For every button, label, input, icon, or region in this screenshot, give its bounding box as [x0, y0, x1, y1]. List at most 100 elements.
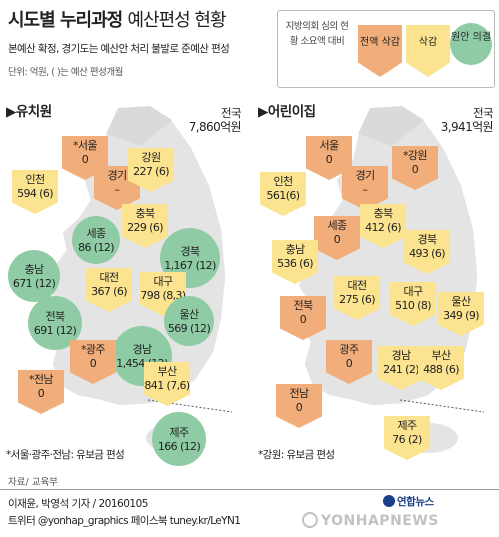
watermark: YONHAPNEWS [302, 512, 439, 529]
region-name: 강원 [141, 151, 161, 164]
region-value: 0 [333, 233, 341, 246]
region-name: *서울 [73, 139, 98, 152]
national-total-value: 3,941억원 [440, 120, 494, 134]
region-value: 798 (8,3) [140, 289, 186, 302]
region-name: 경북 [180, 245, 200, 258]
region-name: 제주 [169, 426, 189, 439]
region-name: 경북 [417, 233, 437, 246]
legend-cut: 삭감 [406, 25, 450, 77]
region-value: 367 (6) [91, 285, 127, 298]
legend-full-cut: 전액 삭감 [358, 25, 402, 77]
region-value: 0 [325, 153, 333, 166]
unit-note: 단위: 억원, ( )는 예산 편성개월 [8, 67, 123, 78]
region-name: 충북 [135, 207, 155, 220]
region-value: 493 (6) [409, 247, 445, 260]
region-name: 제주 [397, 419, 417, 432]
region-name: 경남 [391, 349, 411, 362]
source-note: 자료/ 교육부 [8, 477, 58, 488]
region-value: 412 (6) [365, 221, 401, 234]
region-name: 대구 [403, 285, 423, 298]
footer-divider [0, 489, 499, 490]
region-value: 0 [81, 153, 89, 166]
legend-label: 지방의회 심의 현황 소요액 대비 [285, 21, 349, 47]
watermark-icon [302, 512, 318, 528]
region-name: 경남 [132, 343, 152, 356]
region-value: 229 (6) [127, 221, 163, 234]
region-name: 전북 [45, 310, 65, 323]
region-marker: 세종 86 (12) [72, 216, 120, 264]
title-bold: 시도별 누리과정 [8, 10, 123, 31]
daycare-map: ▶어린이집 전국 3,941억원 서울 0 *강원 0 경기 – 인천 561(6) 충북 412… [252, 100, 499, 468]
region-value: 0 [299, 313, 307, 326]
region-name: 부산 [431, 349, 451, 362]
national-total-kindergarten: 전국 7,860억원 [188, 106, 242, 134]
region-value: 0 [295, 401, 303, 414]
social-links: 트위터 @yonhap_graphics 페이스북 tuney.kr/LeYN1 [8, 515, 241, 527]
region-name: *전남 [29, 373, 54, 386]
region-value: – [362, 183, 369, 196]
national-total-label: 전국 [221, 106, 242, 120]
region-name: *광주 [81, 343, 106, 356]
region-name: 광주 [339, 343, 359, 356]
yonhap-logo-icon [383, 495, 395, 507]
region-name: 대구 [153, 275, 173, 288]
legend-original: 원안 의결 [450, 23, 492, 65]
region-name: 경기 [107, 169, 127, 182]
subtitle: 본예산 확정, 경기도는 예산안 처리 불발로 준예산 편성 [8, 43, 230, 55]
region-value: 691 (12) [33, 324, 77, 337]
section-title-daycare: ▶어린이집 [258, 104, 316, 120]
credit-line: 이재윤, 박영석 기자 / 20160105 [8, 498, 148, 510]
header: 시도별 누리과정 예산편성 현황 본예산 확정, 경기도는 예산안 처리 불발로… [8, 6, 298, 78]
yonhap-logo-text: 연합뉴스 [397, 496, 434, 508]
section-title-kindergarten: ▶유치원 [6, 104, 52, 120]
title-rest: 예산편성 현황 [127, 10, 226, 31]
region-value: 488 (6) [423, 363, 459, 376]
legend: 지방의회 심의 현황 소요액 대비 전액 삭감 삭감 원안 의결 [277, 10, 495, 88]
region-name: 세종 [86, 227, 106, 240]
region-value: 275 (6) [339, 293, 375, 306]
region-value: 0 [89, 357, 97, 370]
footnote-daycare: *강원: 유보금 편성 [258, 449, 335, 461]
national-total-label: 전국 [473, 106, 494, 120]
region-value: 0 [345, 357, 353, 370]
region-marker: 울산 349 (9) [438, 292, 484, 336]
region-marker: 경북 1,167 (12) [160, 228, 220, 288]
region-marker: 제주 166 (12) [152, 412, 206, 466]
region-value: 1,167 (12) [164, 259, 216, 272]
region-name: 경기 [355, 169, 375, 182]
region-name: 대전 [347, 279, 367, 292]
region-name: 대전 [99, 271, 119, 284]
national-total-value: 7,860억원 [188, 120, 242, 134]
region-name: 울산 [451, 295, 471, 308]
footnote-kindergarten: *서울·광주·전남: 유보금 편성 [6, 449, 125, 461]
region-name: 부산 [157, 365, 177, 378]
region-value: 86 (12) [78, 241, 114, 254]
region-value: 0 [37, 387, 45, 400]
region-value: 166 (12) [157, 440, 201, 453]
watermark-text: YONHAPNEWS [321, 513, 439, 529]
region-name: 충남 [24, 263, 44, 276]
region-value: 227 (6) [133, 165, 169, 178]
region-value: 241 (2) [383, 363, 419, 376]
region-value: 569 (12) [167, 322, 211, 335]
region-marker: 충남 671 (12) [8, 250, 60, 302]
region-value: 561(6) [266, 189, 301, 202]
region-marker: 울산 569 (12) [164, 296, 214, 346]
region-value: 536 (6) [277, 257, 313, 270]
region-name: *강원 [403, 149, 428, 162]
region-value: – [114, 183, 121, 196]
region-name: 전북 [293, 299, 313, 312]
region-value: 510 (8) [395, 299, 431, 312]
region-marker: 부산 841 (7,6) [144, 362, 190, 406]
page-title: 시도별 누리과정 예산편성 현황 [8, 6, 298, 32]
region-name: 세종 [327, 219, 347, 232]
yonhap-logo: 연합뉴스 [383, 494, 434, 509]
region-value: 594 (6) [17, 187, 53, 200]
region-value: 349 (9) [443, 309, 479, 322]
kindergarten-map: ▶유치원 전국 7,860억원 *서울 0 경기 – 강원 227 (6) 인천 594 (6… [0, 100, 247, 468]
region-value: 0 [411, 163, 419, 176]
region-name: 인천 [25, 173, 45, 186]
region-name: 충북 [373, 207, 393, 220]
region-value: 671 (12) [12, 277, 56, 290]
region-value: 841 (7,6) [144, 379, 190, 392]
